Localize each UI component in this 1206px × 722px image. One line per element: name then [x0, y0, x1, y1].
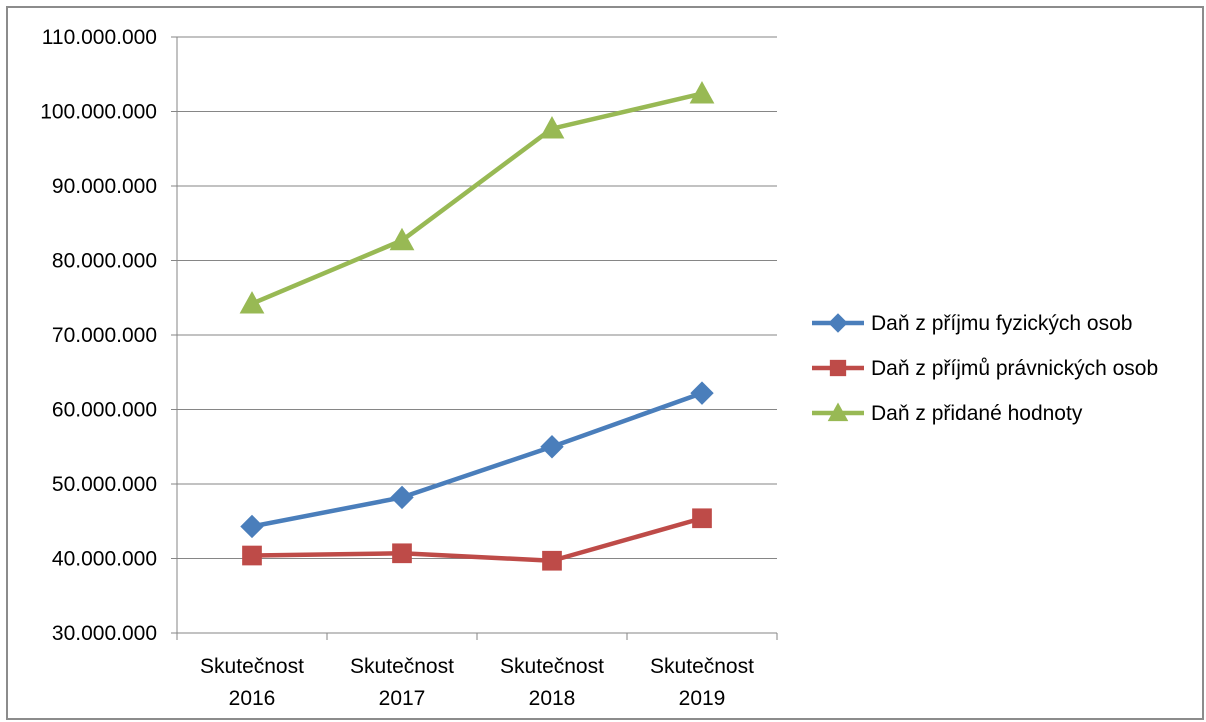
y-tick-label: 90.000.000 — [52, 175, 157, 198]
y-axis-tick-labels: 30.000.000 40.000.000 50.000.000 60.000.000… — [40, 26, 157, 645]
legend-label: Daň z příjmu fyzických osob — [871, 312, 1132, 335]
data-point — [242, 545, 262, 566]
legend-marker — [829, 359, 847, 377]
legend-marker — [828, 313, 848, 333]
data-point — [690, 381, 714, 405]
series-line — [251, 390, 703, 529]
axes — [171, 36, 778, 640]
data-point — [540, 435, 564, 459]
y-tick-label: 60.000.000 — [52, 399, 157, 422]
data-point — [240, 514, 264, 539]
y-tick-label: 30.000.000 — [52, 622, 157, 645]
y-tick-label: 80.000.000 — [52, 250, 157, 273]
y-tick-label: 50.000.000 — [52, 473, 157, 496]
legend-label: Daň z přidané hodnoty — [871, 402, 1083, 425]
data-point — [539, 116, 565, 139]
series-line — [251, 516, 703, 563]
series-layer — [239, 81, 715, 571]
x-axis-tick-labels: Skutečnost 2016 Skutečnost 2017 Skutečnost 20… — [200, 655, 754, 710]
x-tick-label: Skutečnost 2018 — [500, 655, 604, 710]
series-2 — [242, 508, 712, 571]
legend-item-3: Daň z přidané hodnoty — [812, 402, 1083, 425]
series-line — [251, 91, 703, 306]
legend-item-2: Daň z příjmů právnických osob — [812, 357, 1158, 380]
series-1 — [240, 381, 714, 539]
y-tick-label: 110.000.000 — [42, 26, 157, 49]
x-tick-label: Skutečnost 2017 — [350, 655, 454, 710]
y-tick-label: 100.000.000 — [40, 101, 157, 124]
data-point — [692, 508, 712, 529]
data-point — [389, 227, 415, 251]
x-tick-label: Skutečnost 2019 — [650, 655, 754, 710]
series-3 — [239, 81, 715, 314]
data-point — [689, 81, 715, 104]
y-tick-label: 70.000.000 — [52, 324, 157, 347]
legend-item-1: Daň z příjmu fyzických osob — [812, 312, 1132, 335]
legend-marker — [827, 402, 849, 422]
legend: Daň z příjmu fyzických osob Daň z příjmů … — [812, 312, 1158, 425]
y-tick-label: 40.000.000 — [52, 548, 157, 571]
data-point — [239, 291, 265, 314]
x-tick-label: Skutečnost 2016 — [200, 655, 304, 710]
data-point — [542, 550, 562, 571]
legend-label: Daň z příjmů právnických osob — [871, 357, 1158, 380]
data-point — [392, 543, 412, 564]
chart-frame — [6, 6, 1204, 720]
data-point — [390, 485, 414, 510]
